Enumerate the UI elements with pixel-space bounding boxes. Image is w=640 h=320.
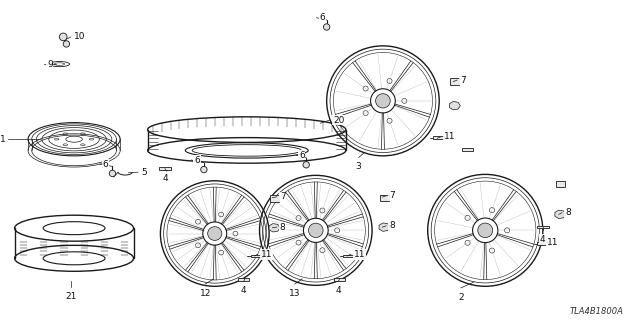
Text: 11: 11 [547, 238, 559, 247]
Ellipse shape [376, 94, 390, 108]
Text: 1: 1 [0, 135, 5, 144]
Text: 11: 11 [260, 250, 272, 259]
Text: 11: 11 [354, 250, 365, 259]
Text: 10: 10 [74, 32, 85, 41]
Text: 20: 20 [333, 116, 344, 124]
Text: 7: 7 [280, 192, 285, 201]
Text: 6: 6 [194, 156, 200, 164]
Circle shape [303, 162, 309, 168]
Bar [461, 148, 473, 151]
Circle shape [323, 24, 330, 30]
Bar [537, 243, 548, 245]
Text: 9: 9 [47, 60, 52, 68]
Text: 8: 8 [565, 208, 571, 217]
Bar [433, 136, 444, 139]
Bar [537, 226, 548, 228]
Polygon shape [449, 101, 460, 110]
Text: 8: 8 [280, 223, 285, 232]
Text: 2: 2 [458, 293, 464, 302]
Text: 6: 6 [299, 151, 305, 160]
Text: 4: 4 [162, 174, 168, 183]
Text: 6: 6 [319, 13, 325, 22]
Bar [269, 195, 278, 202]
Text: 7: 7 [460, 76, 466, 84]
Circle shape [201, 166, 207, 173]
Text: 7: 7 [389, 191, 395, 200]
Ellipse shape [308, 223, 323, 237]
Bar [380, 195, 388, 201]
Bar [343, 255, 355, 257]
Text: 4: 4 [335, 286, 341, 295]
Polygon shape [269, 224, 280, 232]
Bar [450, 78, 459, 85]
Text: 13: 13 [289, 289, 300, 298]
Text: 6: 6 [102, 160, 108, 169]
Text: 12: 12 [200, 289, 211, 298]
Circle shape [60, 33, 67, 41]
Text: 21: 21 [65, 292, 77, 301]
Ellipse shape [208, 227, 222, 240]
Text: 4: 4 [241, 286, 246, 295]
Polygon shape [555, 210, 566, 219]
Bar [556, 181, 564, 187]
Circle shape [63, 41, 70, 47]
Polygon shape [379, 223, 390, 231]
Text: 5: 5 [141, 168, 147, 177]
Bar [251, 255, 262, 257]
Text: 11: 11 [444, 132, 455, 141]
Bar [238, 278, 250, 281]
Text: 3: 3 [356, 163, 362, 172]
Text: 8: 8 [389, 221, 395, 230]
Circle shape [109, 170, 116, 177]
Bar [159, 167, 171, 170]
Bar [333, 278, 345, 281]
Text: TLA4B1800A: TLA4B1800A [570, 307, 624, 316]
Text: 4: 4 [540, 235, 546, 244]
Ellipse shape [478, 223, 493, 238]
